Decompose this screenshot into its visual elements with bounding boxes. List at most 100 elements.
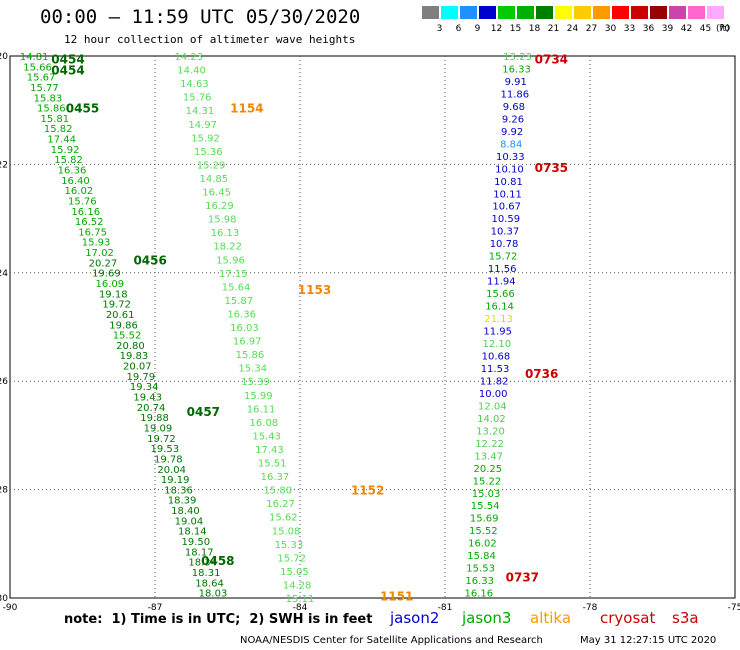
scale-swatch [555, 6, 572, 19]
swh-value: 15.29 [197, 160, 226, 171]
swh-value: 9.26 [502, 114, 524, 125]
swh-value: 15.66 [486, 289, 515, 300]
swh-value: 13.23 [503, 52, 532, 63]
swh-value: 19.09 [144, 423, 173, 434]
swh-value: 15.96 [216, 255, 245, 266]
swh-value: 16.33 [502, 64, 531, 75]
map-frame [9, 55, 736, 599]
swh-value: 9.68 [503, 102, 525, 113]
swh-value: 15.03 [472, 489, 501, 500]
page-title: 00:00 – 11:59 UTC 05/30/2020 [40, 6, 361, 28]
swh-value: 17.44 [47, 135, 76, 146]
scale-swatch [612, 6, 629, 19]
swh-value: 15.69 [470, 514, 499, 525]
swh-value: 20.25 [474, 464, 503, 475]
swh-value: 15.80 [263, 486, 292, 497]
scale-swatch [460, 6, 477, 19]
swh-value: 10.00 [479, 389, 508, 400]
swh-value: 15.86 [236, 350, 265, 361]
swh-value: 16.52 [75, 217, 104, 228]
swh-value: 15.92 [51, 145, 80, 156]
swh-value: 16.08 [250, 418, 279, 429]
scale-swatch [441, 6, 458, 19]
y-tick-label: -22 [0, 160, 8, 170]
swh-value: 16.16 [71, 207, 100, 218]
time-label: 1152 [351, 484, 384, 498]
x-tick-label: -87 [148, 603, 163, 613]
swh-value: 17.15 [219, 269, 248, 280]
scale-label: 21 [547, 24, 560, 34]
swh-value: 15.84 [467, 551, 496, 562]
swh-value: 15.99 [244, 391, 273, 402]
swh-value: 14.31 [186, 106, 215, 117]
swh-value: 16.13 [211, 228, 240, 239]
time-label: 0737 [506, 570, 539, 584]
footer-organization: NOAA/NESDIS Center for Satellite Applica… [240, 635, 543, 646]
swh-value: 18.40 [171, 506, 200, 517]
swh-value: 19.34 [130, 382, 159, 393]
scale-label: 18 [528, 24, 541, 34]
swh-value: 10.81 [494, 177, 523, 188]
x-tick-label: -75 [728, 603, 740, 613]
scale-label: 24 [566, 24, 579, 34]
scale-label: 15 [509, 24, 522, 34]
swh-value: 18.14 [178, 527, 207, 538]
swh-value: 10.10 [495, 164, 524, 175]
swh-value: 19.86 [109, 320, 138, 331]
swh-value: 15.66 [23, 62, 52, 73]
scale-label: 27 [585, 24, 598, 34]
swh-value: 15.43 [252, 431, 281, 442]
swh-value: 11.82 [480, 376, 509, 387]
x-tick-label: -84 [293, 603, 308, 613]
swh-value: 19.04 [175, 516, 204, 527]
swh-value: 18.31 [192, 568, 221, 579]
swh-value: 16.14 [485, 302, 514, 313]
satellite-legend-altika: altika [530, 609, 572, 627]
swh-value: 16.36 [58, 166, 87, 177]
swh-value: 15.53 [466, 564, 495, 575]
swh-value: 15.72 [489, 252, 518, 263]
swh-value: 15.67 [27, 73, 56, 84]
swh-value: 19.19 [161, 475, 190, 486]
scale-swatch [593, 6, 610, 19]
swh-value: 8.84 [500, 139, 522, 150]
swh-value: 15.33 [275, 540, 304, 551]
swh-value: 10.78 [490, 239, 519, 250]
swh-value: 16.36 [227, 309, 256, 320]
satellite-legend-cryosat: cryosat [600, 609, 656, 627]
swh-value: 12.04 [478, 401, 507, 412]
swh-value: 15.54 [471, 501, 500, 512]
swh-value: 19.53 [151, 444, 180, 455]
time-label: 0736 [525, 367, 558, 381]
swh-value: 19.78 [154, 454, 183, 465]
swh-value: 19.72 [102, 300, 131, 311]
scale-swatch [669, 6, 686, 19]
swh-value: 20.61 [106, 310, 135, 321]
scale-label: 42 [680, 24, 693, 34]
swh-value: 15.62 [269, 513, 298, 524]
swh-value: 20.74 [137, 403, 166, 414]
x-tick-label: -90 [3, 603, 18, 613]
swh-value: 11.53 [481, 364, 510, 375]
y-tick-label: -24 [0, 269, 8, 279]
swh-value: 15.22 [473, 476, 502, 487]
swh-value: 10.33 [496, 152, 525, 163]
time-label: 0454 [51, 53, 84, 67]
time-label: 1154 [230, 101, 263, 115]
scale-swatch [498, 6, 515, 19]
swh-value: 12.22 [475, 439, 504, 450]
swh-value: 16.16 [465, 589, 494, 600]
swh-value: 16.11 [247, 404, 276, 415]
swh-value: 19.79 [126, 372, 155, 383]
swh-value: 16.27 [266, 499, 295, 510]
scale-label: 39 [661, 24, 674, 34]
swh-value: 15.86 [37, 104, 66, 115]
time-label: 0735 [535, 161, 568, 175]
swh-value: 19.43 [133, 393, 162, 404]
swh-value: 15.64 [222, 282, 251, 293]
swh-value: 15.92 [191, 133, 220, 144]
swh-value: 14.02 [477, 414, 506, 425]
time-label: 0458 [201, 554, 234, 568]
swh-value: 10.11 [493, 189, 522, 200]
time-label: 0456 [133, 253, 166, 267]
